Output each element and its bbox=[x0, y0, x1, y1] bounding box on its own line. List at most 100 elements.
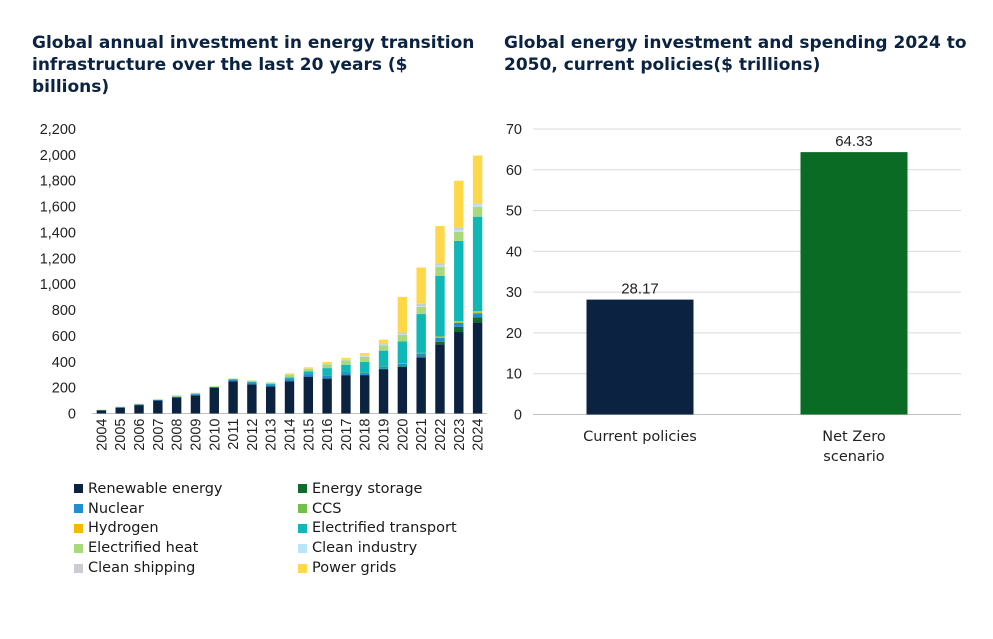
legend-swatch bbox=[298, 543, 307, 553]
bar-segment bbox=[472, 155, 483, 204]
x-tick-label: 2015 bbox=[301, 419, 317, 451]
bar-segment bbox=[435, 337, 445, 338]
bar-segment bbox=[435, 266, 445, 276]
bar-segment bbox=[454, 322, 464, 323]
x-tick-label: 2009 bbox=[188, 419, 204, 451]
bar-segment bbox=[153, 399, 163, 401]
bar-segment bbox=[322, 368, 332, 376]
legend-swatch bbox=[74, 543, 83, 553]
legend-swatch bbox=[74, 504, 83, 514]
y-tick-label: 800 bbox=[52, 303, 76, 319]
x-tick-label: 2020 bbox=[395, 419, 411, 451]
bar-segment bbox=[454, 326, 464, 333]
bar-segment bbox=[454, 332, 464, 414]
x-tick-label: 2006 bbox=[132, 419, 148, 451]
bar-segment bbox=[378, 344, 389, 346]
bar-segment bbox=[247, 382, 257, 385]
legend-item: Electrified transport bbox=[298, 519, 498, 539]
bar-segment bbox=[472, 203, 483, 205]
bar-segment bbox=[472, 216, 483, 312]
y-tick-label: 10 bbox=[506, 367, 522, 383]
right-chart-title: Global energy investment and spending 20… bbox=[504, 33, 967, 75]
bar bbox=[800, 152, 908, 415]
x-tick-label: 2012 bbox=[245, 419, 261, 451]
bar-segment bbox=[265, 384, 276, 387]
bar-segment bbox=[378, 350, 389, 367]
y-tick-label: 1,000 bbox=[40, 277, 76, 293]
bar-segment bbox=[303, 367, 314, 369]
x-tick-label: 2022 bbox=[433, 419, 449, 451]
bar-segment bbox=[171, 396, 182, 398]
bar-segment bbox=[435, 341, 445, 345]
bar-segment bbox=[247, 381, 257, 383]
legend-swatch bbox=[298, 563, 307, 573]
x-tick-label: Current policies bbox=[583, 429, 697, 445]
bar-segment bbox=[416, 314, 426, 353]
bar-segment bbox=[284, 373, 295, 375]
bar-segment bbox=[190, 392, 201, 395]
bar-segment bbox=[378, 339, 389, 344]
bar-segment bbox=[284, 378, 295, 382]
bar-segment bbox=[472, 322, 483, 414]
x-tick-label: Net Zero scenario bbox=[822, 429, 886, 465]
x-tick-label: 2021 bbox=[414, 419, 430, 451]
bar-segment bbox=[378, 345, 389, 351]
bar-segment bbox=[303, 376, 314, 414]
bar-segment bbox=[360, 374, 370, 376]
bar-segment bbox=[435, 263, 445, 266]
legend-swatch bbox=[298, 484, 307, 494]
bar-segment bbox=[265, 382, 276, 384]
bar-segment bbox=[435, 275, 445, 337]
bar-segment bbox=[416, 357, 426, 414]
legend-item: Hydrogen bbox=[74, 519, 298, 539]
x-tick-label: 2023 bbox=[452, 419, 468, 451]
bar-segment bbox=[435, 225, 445, 264]
bar-segment bbox=[416, 303, 426, 307]
bar-segment bbox=[472, 206, 483, 217]
bar-segment bbox=[435, 265, 445, 267]
bar-segment bbox=[115, 407, 125, 408]
chart-legend: Renewable energy Energy storage Nuclear CCS… bbox=[74, 479, 498, 578]
x-tick-label: 2010 bbox=[207, 419, 223, 451]
legend-swatch bbox=[74, 484, 83, 494]
data-label: 64.33 bbox=[835, 133, 873, 150]
legend-item: Clean industry bbox=[298, 538, 498, 558]
y-tick-label: 1,200 bbox=[40, 251, 76, 267]
bar-segment bbox=[416, 306, 426, 307]
bar-segment bbox=[322, 375, 332, 379]
bar-segment bbox=[303, 368, 314, 370]
y-tick-label: 40 bbox=[506, 244, 522, 260]
legend-swatch bbox=[74, 523, 83, 533]
bar-segment bbox=[360, 372, 370, 375]
bar-segment bbox=[190, 395, 201, 414]
bar-segment bbox=[397, 332, 408, 335]
y-tick-label: 50 bbox=[506, 204, 522, 220]
legend-label: Power grids bbox=[312, 560, 397, 577]
x-tick-label: 2014 bbox=[283, 419, 299, 451]
bar-segment bbox=[341, 360, 351, 365]
bar-segment bbox=[360, 356, 370, 357]
bar-segment bbox=[247, 380, 257, 382]
bar-segment bbox=[378, 369, 389, 414]
data-label: 28.17 bbox=[621, 281, 659, 298]
bar-segment bbox=[416, 352, 426, 354]
y-tick-label: 1,600 bbox=[40, 200, 76, 216]
bar-segment bbox=[303, 368, 314, 372]
bar-segment bbox=[454, 321, 464, 323]
legend-swatch bbox=[298, 504, 307, 514]
bar-segment bbox=[96, 410, 107, 411]
bar-segment bbox=[153, 399, 163, 400]
x-tick-label: 2018 bbox=[358, 419, 374, 451]
y-tick-label: 1,400 bbox=[40, 225, 76, 241]
legend-label: Energy storage bbox=[312, 480, 423, 497]
x-tick-label: 2024 bbox=[471, 419, 487, 451]
y-tick-label: 600 bbox=[52, 329, 76, 345]
bar-segment bbox=[228, 378, 238, 380]
bar-segment bbox=[397, 341, 408, 364]
bar-segment bbox=[397, 366, 408, 414]
bar-segment bbox=[397, 363, 408, 367]
legend-label: Electrified transport bbox=[312, 520, 457, 537]
x-tick-label: 2011 bbox=[226, 419, 242, 450]
bar-segment bbox=[378, 366, 389, 369]
